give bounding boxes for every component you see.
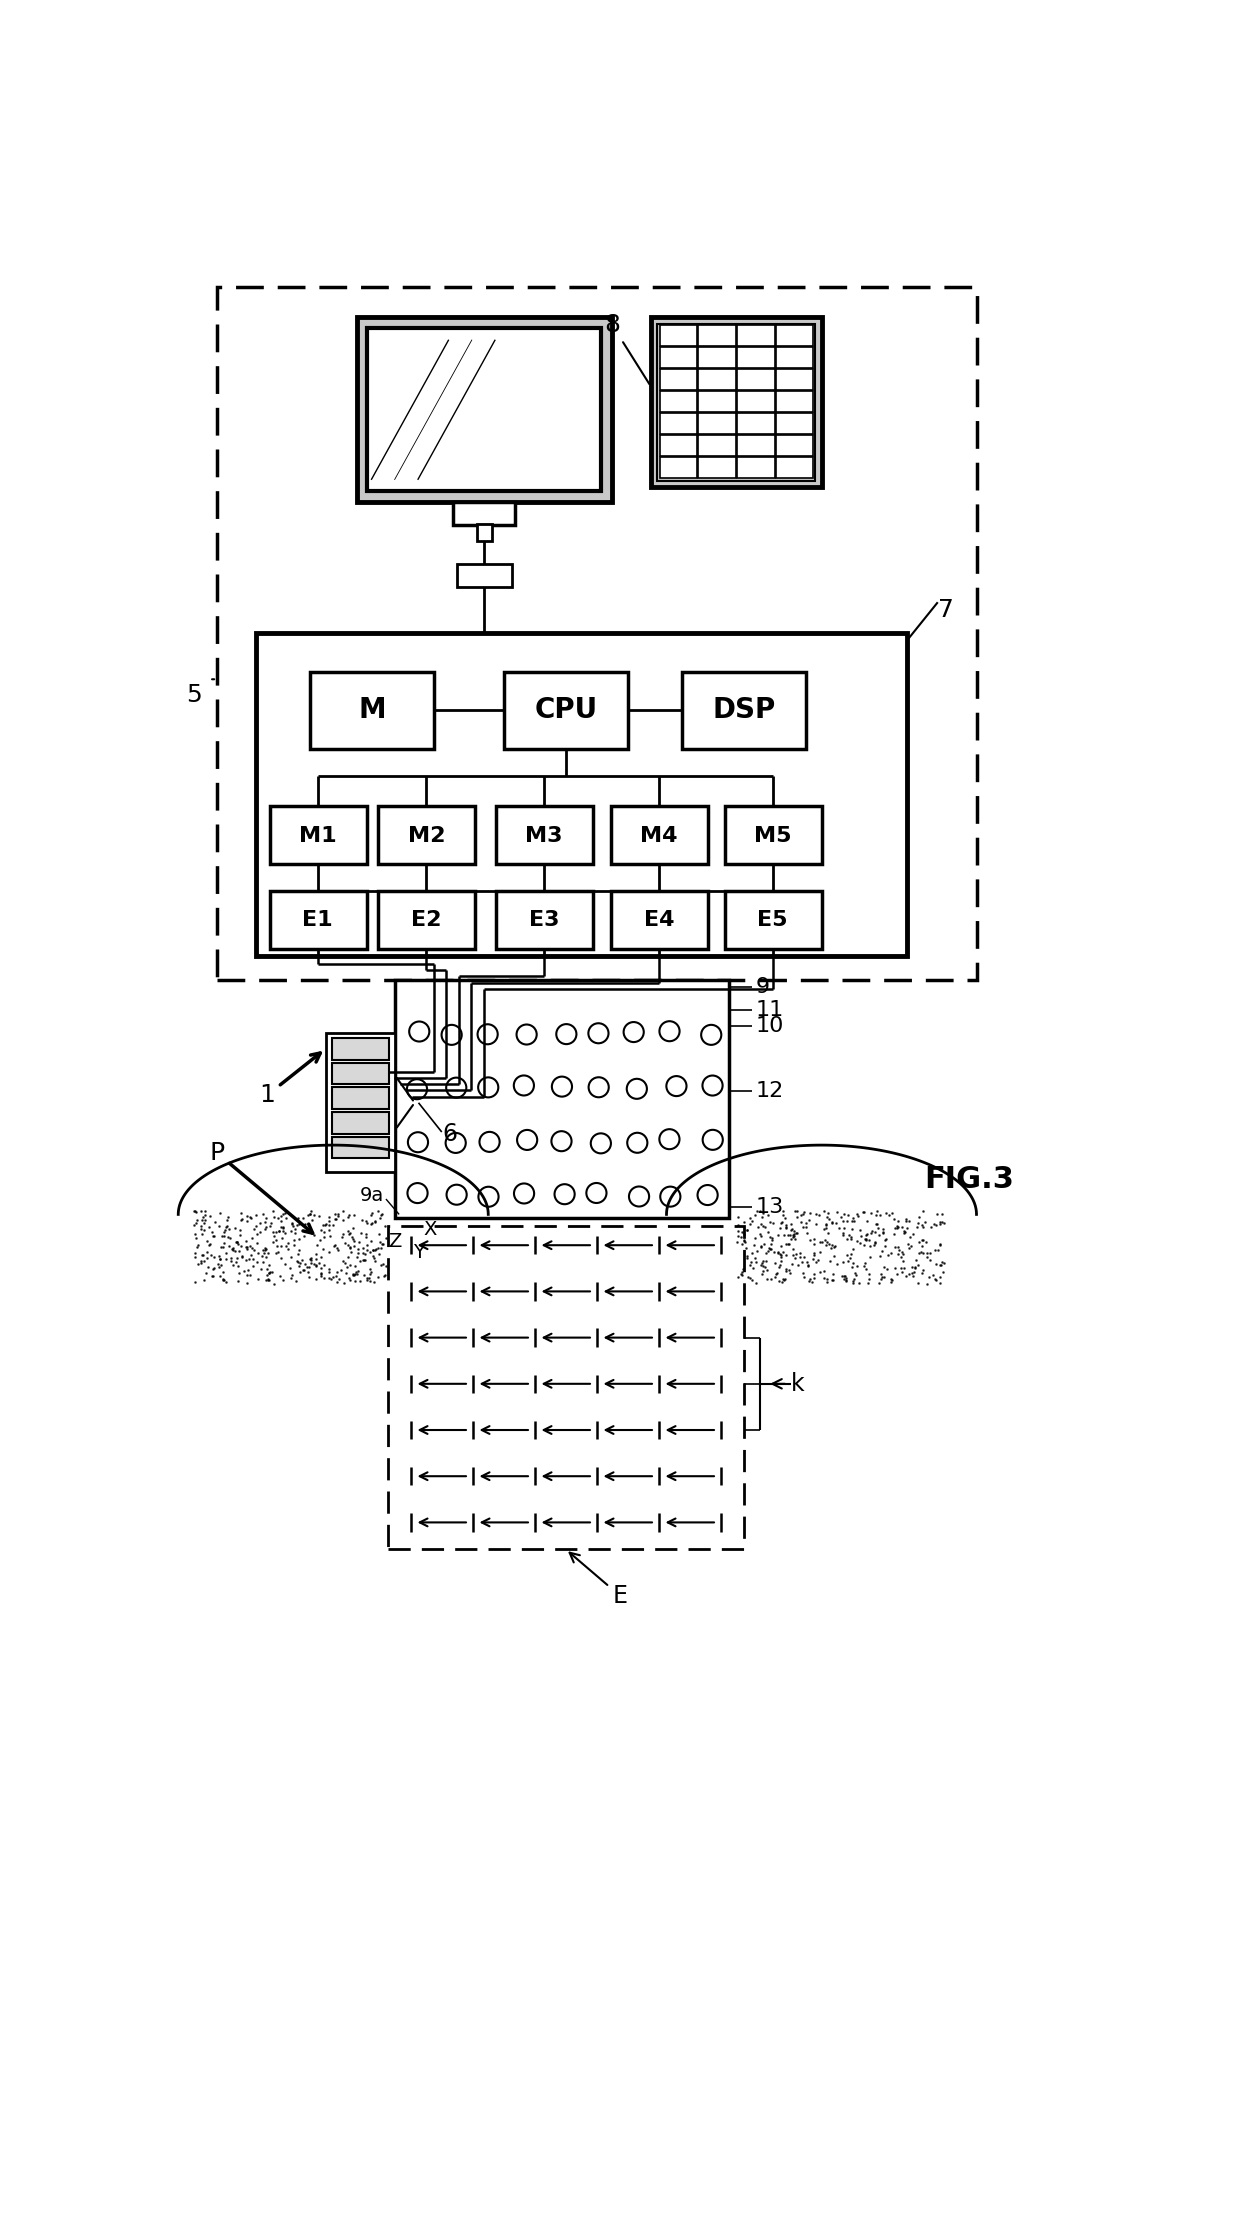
Text: P: P: [210, 1142, 312, 1233]
Text: X: X: [423, 1220, 436, 1240]
Text: E3: E3: [528, 909, 559, 929]
Bar: [776, 326, 813, 346]
Bar: [458, 563, 511, 588]
Bar: [496, 806, 593, 865]
Bar: [737, 413, 775, 433]
Text: 5: 5: [186, 684, 202, 706]
Bar: [332, 1137, 389, 1157]
Bar: [660, 391, 697, 413]
Bar: [737, 391, 775, 413]
Bar: [737, 436, 775, 456]
Bar: [270, 806, 367, 865]
Text: 7: 7: [937, 599, 954, 621]
Text: E2: E2: [410, 909, 441, 929]
Bar: [325, 1034, 396, 1173]
Bar: [332, 1088, 389, 1108]
Text: DSP: DSP: [712, 697, 776, 724]
Text: M3: M3: [526, 827, 563, 847]
Bar: [660, 458, 697, 478]
Bar: [310, 672, 434, 748]
Bar: [698, 436, 735, 456]
Bar: [357, 317, 613, 503]
Bar: [724, 806, 821, 865]
Bar: [737, 326, 775, 346]
Bar: [657, 324, 816, 480]
Bar: [776, 458, 813, 478]
Bar: [776, 436, 813, 456]
Bar: [270, 891, 367, 949]
Bar: [724, 891, 821, 949]
Text: E: E: [569, 1553, 627, 1608]
Bar: [367, 328, 601, 491]
Bar: [698, 369, 735, 391]
Bar: [698, 326, 735, 346]
Bar: [403, 1019, 720, 1211]
Bar: [332, 1039, 389, 1059]
Bar: [378, 891, 475, 949]
Text: M5: M5: [754, 827, 791, 847]
Bar: [476, 523, 492, 541]
Text: FIG.3: FIG.3: [924, 1166, 1013, 1195]
Text: 12: 12: [755, 1081, 784, 1101]
Text: E1: E1: [303, 909, 334, 929]
Text: M2: M2: [408, 827, 445, 847]
Bar: [776, 346, 813, 369]
Text: k: k: [773, 1372, 804, 1396]
Bar: [660, 326, 697, 346]
Text: M: M: [358, 697, 386, 724]
Bar: [332, 1113, 389, 1133]
Text: 8: 8: [604, 313, 650, 384]
Bar: [396, 978, 729, 1218]
Bar: [660, 413, 697, 433]
Bar: [660, 436, 697, 456]
Bar: [776, 413, 813, 433]
Bar: [651, 317, 821, 487]
Bar: [698, 413, 735, 433]
Text: CPU: CPU: [534, 697, 598, 724]
Bar: [496, 891, 593, 949]
Text: 9a: 9a: [360, 1186, 383, 1204]
Text: 11: 11: [755, 1001, 784, 1021]
Text: M1: M1: [299, 827, 336, 847]
Text: Z: Z: [388, 1231, 402, 1251]
Text: Y: Y: [413, 1244, 424, 1262]
Text: 13: 13: [755, 1197, 784, 1218]
Bar: [737, 346, 775, 369]
Bar: [611, 806, 708, 865]
Text: 10: 10: [755, 1016, 784, 1037]
Bar: [660, 369, 697, 391]
Bar: [698, 391, 735, 413]
Text: 6: 6: [441, 1121, 458, 1146]
Bar: [698, 458, 735, 478]
Bar: [737, 369, 775, 391]
Bar: [698, 346, 735, 369]
Bar: [776, 369, 813, 391]
Text: 1: 1: [259, 1052, 320, 1108]
Bar: [454, 503, 516, 525]
Bar: [387, 1226, 744, 1550]
Bar: [332, 1063, 389, 1083]
Bar: [611, 891, 708, 949]
Bar: [682, 672, 806, 748]
Bar: [378, 806, 475, 865]
Bar: [660, 346, 697, 369]
Bar: [217, 286, 977, 978]
Text: E5: E5: [758, 909, 787, 929]
Bar: [503, 672, 627, 748]
Bar: [776, 391, 813, 413]
Text: M4: M4: [640, 827, 677, 847]
Bar: [737, 458, 775, 478]
Bar: [255, 632, 906, 956]
Text: E4: E4: [644, 909, 675, 929]
Text: 9: 9: [755, 976, 770, 996]
